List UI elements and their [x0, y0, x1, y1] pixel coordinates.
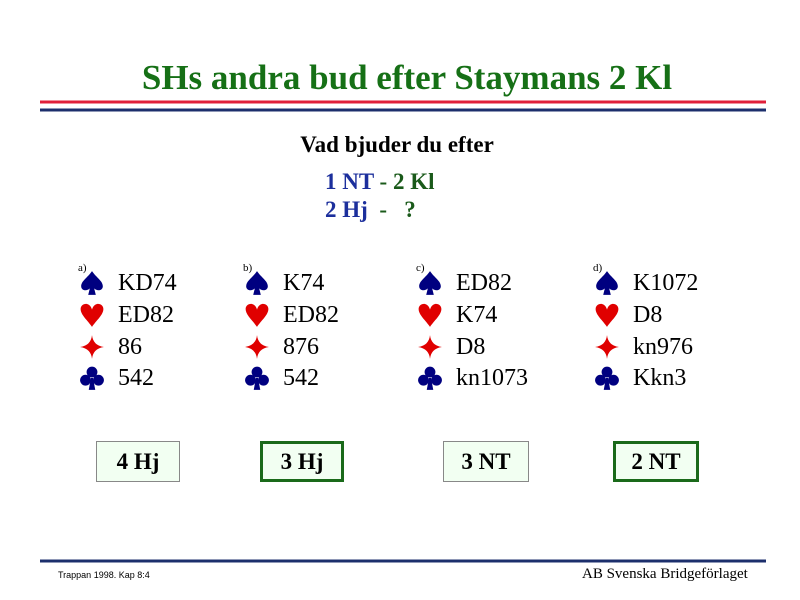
hand-label: d) [593, 262, 603, 274]
hand-label: c) [416, 262, 425, 274]
suit-icon [245, 303, 269, 327]
holding: 876 [283, 334, 319, 360]
holding: K74 [283, 270, 325, 296]
holding: ED82 [456, 270, 512, 296]
suit-icon [80, 366, 104, 390]
suit-icon [80, 303, 104, 327]
bid: 2 Hj [325, 197, 368, 222]
suit-icon [80, 335, 104, 359]
holding: ED82 [118, 302, 174, 328]
footer-left: Trappan 1998. Kap 8:4 [58, 570, 150, 580]
suit-icon [595, 335, 619, 359]
suit-icon [245, 335, 269, 359]
suit-icon [81, 271, 103, 295]
bid-line: 1 NT - 2 Kl [325, 169, 435, 195]
suit-icon [418, 335, 442, 359]
hand-label: a) [78, 262, 87, 274]
holding: kn1073 [456, 365, 528, 391]
holding: kn976 [633, 334, 693, 360]
question: Vad bjuder du efter [300, 132, 494, 157]
holding: D8 [456, 334, 486, 360]
title: SHs andra bud efter Staymans 2 Kl [141, 58, 673, 97]
suit-icon [418, 366, 442, 390]
bid: - ? [373, 197, 416, 222]
suit-icon [595, 366, 619, 390]
bid-line: 2 Hj - ? [325, 197, 416, 223]
holding: 542 [283, 365, 319, 391]
footer-right: AB Svenska Bridgeförlaget [582, 566, 748, 582]
holding: KD74 [118, 270, 177, 296]
suit-icon [418, 303, 442, 327]
holding: Kkn3 [633, 365, 687, 391]
answer: 2 NT [613, 441, 699, 482]
suit-icon [246, 271, 268, 295]
suit-icon [245, 366, 269, 390]
holding: D8 [633, 302, 663, 328]
answer: 3 Hj [260, 441, 344, 482]
suit-icon [419, 271, 441, 295]
hand-label: b) [243, 262, 253, 274]
answer: 3 NT [443, 441, 529, 482]
suit-icon [596, 271, 618, 295]
answer: 4 Hj [96, 441, 180, 482]
suit-icon [595, 303, 619, 327]
holding: 86 [118, 334, 142, 360]
holding: K1072 [633, 270, 699, 296]
holding: ED82 [283, 302, 339, 328]
holding: 542 [118, 365, 154, 391]
holding: K74 [456, 302, 498, 328]
bid: - 2 Kl [379, 169, 435, 194]
bid: 1 NT [325, 169, 374, 194]
